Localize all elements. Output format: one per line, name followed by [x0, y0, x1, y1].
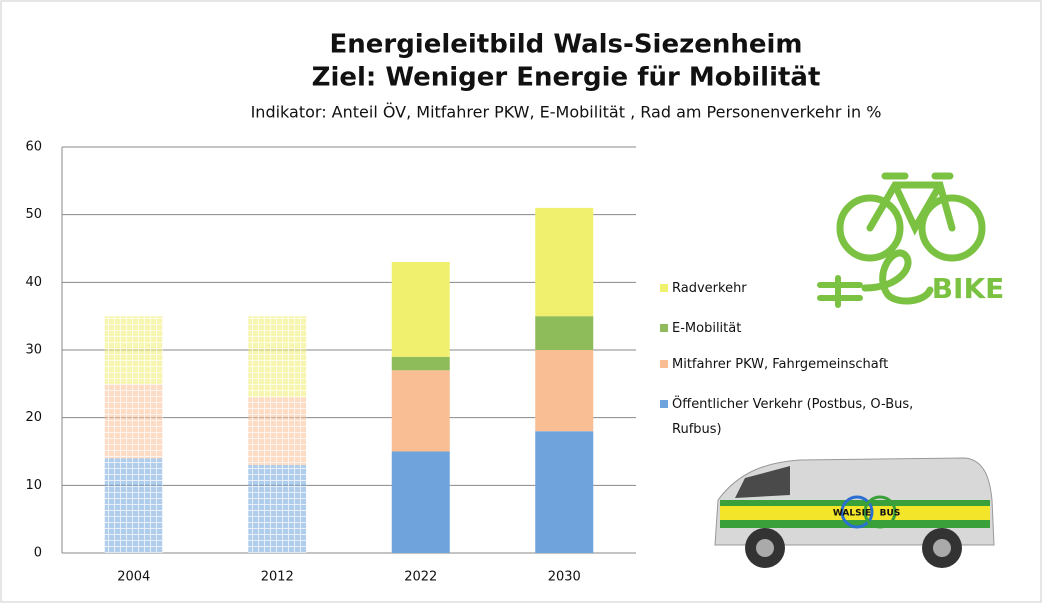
chart: Energieleitbild Wals-Siezenheim Ziel: We…	[0, 0, 1043, 604]
y-tick-label: 20	[25, 410, 42, 425]
x-tick-label: 2030	[548, 570, 581, 585]
legend-swatch	[660, 324, 668, 332]
x-tick-label: 2022	[404, 570, 437, 585]
y-tick-label: 0	[34, 546, 42, 561]
y-tick-label: 60	[25, 140, 42, 155]
x-tick-label: 2012	[261, 570, 294, 585]
bar-segment	[248, 397, 306, 465]
bar-segment	[105, 316, 163, 384]
bar-segment	[535, 316, 593, 350]
bar-segment	[105, 384, 163, 458]
indicator: Indikator: Anteil ÖV, Mitfahrer PKW, E-M…	[251, 103, 882, 122]
legend-entry: Radverkehr	[672, 276, 972, 336]
bar-segment	[392, 370, 450, 451]
bar-segment	[535, 431, 593, 553]
bar-segment	[392, 262, 450, 357]
bar-segment	[392, 357, 450, 371]
bus-text: BUS	[880, 509, 901, 519]
x-tick-label: 2004	[117, 570, 150, 585]
legend-swatch	[660, 284, 668, 292]
bar-segment	[105, 458, 163, 553]
bar-segment	[248, 316, 306, 397]
legend-label: Radverkehr	[672, 276, 962, 301]
bar-segment	[248, 465, 306, 553]
legend-swatch	[660, 360, 668, 368]
y-tick-label: 40	[25, 275, 42, 290]
y-tick-label: 50	[25, 207, 42, 222]
y-tick-label: 30	[25, 343, 42, 358]
chart-title: Energieleitbild Wals-Siezenheim	[329, 30, 802, 60]
bar-segment	[535, 208, 593, 316]
chart-subtitle: Ziel: Weniger Energie für Mobilität	[312, 63, 821, 93]
bus-text: WALSIE	[833, 509, 871, 519]
bar-segment	[535, 350, 593, 431]
legend-swatch	[660, 400, 668, 408]
y-tick-label: 10	[25, 478, 42, 493]
bar-segment	[392, 452, 450, 554]
